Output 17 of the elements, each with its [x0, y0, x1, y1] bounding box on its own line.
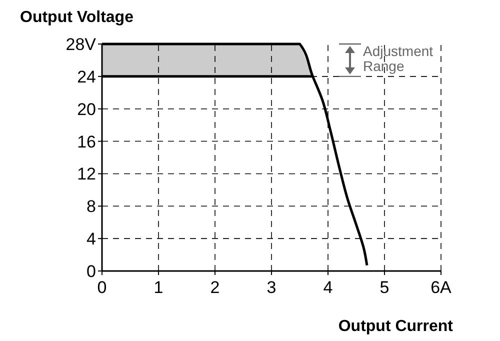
- annotation: Adjustment Range: [363, 43, 434, 74]
- y-tick-label: 12: [77, 164, 96, 184]
- y-tick-label: 16: [77, 132, 96, 152]
- y-tick-label: 24: [77, 67, 96, 86]
- y-tick-label: 0: [86, 262, 96, 281]
- x-tick-label: 1: [154, 278, 164, 297]
- y-tick-label: 4: [86, 230, 96, 249]
- x-tick-label: 5: [380, 278, 390, 297]
- x-tick-label: 3: [266, 278, 276, 297]
- y-axis-title: Output Voltage: [20, 9, 134, 26]
- y-tick-label: 20: [77, 100, 96, 119]
- y-tick-label: 28V: [66, 35, 97, 54]
- x-tick-label: 2: [210, 278, 220, 297]
- x-tick-label: 6A: [430, 278, 452, 297]
- x-axis-title: Output Current: [338, 318, 454, 335]
- x-tick-label: 4: [323, 278, 333, 297]
- y-tick-label: 8: [86, 197, 96, 216]
